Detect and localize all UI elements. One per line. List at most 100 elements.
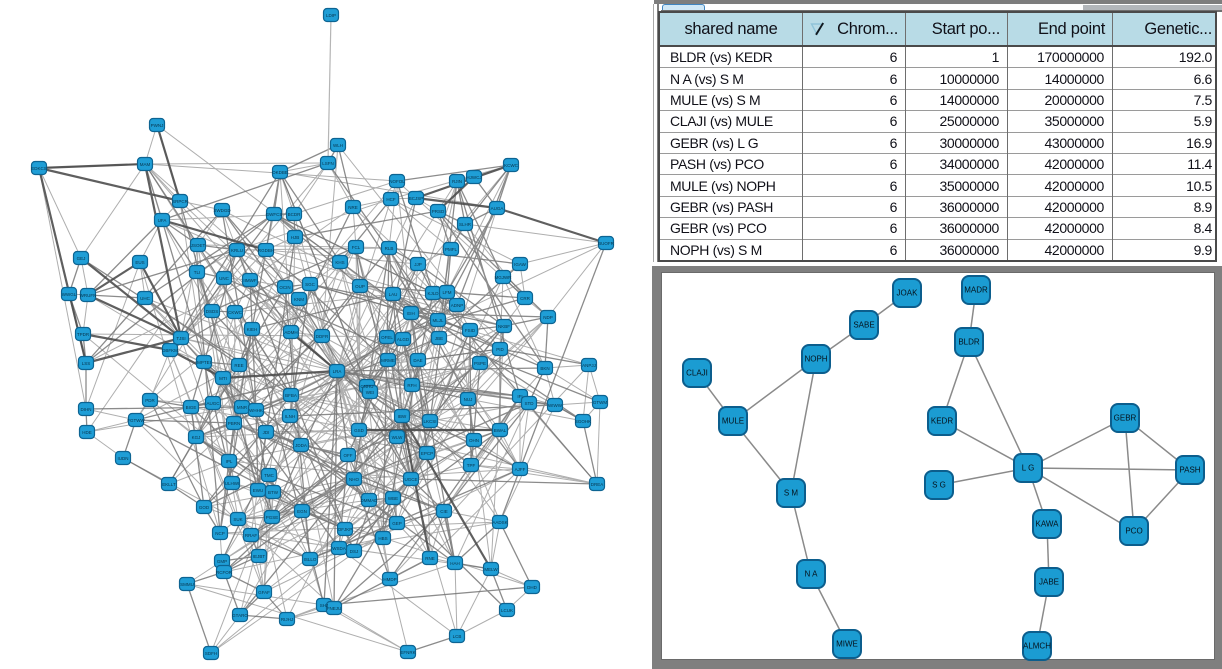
svg-text:OHN: OHN (469, 438, 479, 443)
svg-text:LCB: LCB (453, 634, 462, 639)
svg-text:OCIN: OCIN (279, 285, 290, 290)
svg-text:KJLD: KJLD (427, 291, 439, 296)
svg-text:PGSE: PGSE (266, 515, 279, 520)
svg-text:STD: STD (525, 401, 535, 406)
svg-text:HCF: HCF (386, 197, 395, 202)
svg-text:PCO: PCO (1125, 527, 1142, 536)
svg-text:IEJBT: IEJBT (253, 554, 266, 559)
svg-text:IBW: IBW (398, 414, 407, 419)
svg-text:IFI: IFI (517, 394, 522, 399)
svg-text:DSJ: DSJ (350, 549, 359, 554)
svg-text:CLAJI: CLAJI (686, 369, 708, 378)
svg-text:REE: REE (234, 363, 243, 368)
svg-text:GWFCS: GWFCS (266, 212, 283, 217)
svg-text:HDE: HDE (82, 430, 92, 435)
svg-text:JDDA: JDDA (295, 443, 307, 448)
svg-text:SGC: SGC (305, 282, 316, 287)
svg-text:LSFN: LSFN (322, 161, 334, 166)
svg-text:KAWA: KAWA (1036, 520, 1060, 529)
svg-text:SGOHK: SGOHK (575, 419, 591, 424)
svg-text:PBRN: PBRN (228, 421, 241, 426)
svg-text:MRME: MRME (381, 358, 395, 363)
svg-text:ANPJJ: ANPJJ (582, 363, 596, 368)
svg-text:JOAK: JOAK (897, 289, 919, 298)
svg-text:LCUK: LCUK (501, 608, 513, 613)
svg-text:ADMH: ADMH (284, 330, 297, 335)
svg-text:KCWC: KCWC (504, 163, 518, 168)
svg-text:MNR: MNR (237, 405, 248, 410)
svg-text:SUK: SUK (233, 517, 242, 522)
svg-text:NHO: NHO (349, 477, 359, 482)
svg-text:S M: S M (784, 489, 799, 498)
svg-text:BKN: BKN (540, 366, 549, 371)
svg-text:RLB: RLB (385, 246, 394, 251)
svg-text:SABE: SABE (853, 321, 874, 330)
svg-text:EKLLT: EKLLT (162, 482, 176, 487)
svg-text:LAU: LAU (389, 292, 398, 297)
svg-text:EGN: EGN (297, 509, 307, 514)
svg-text:TPDR: TPDR (77, 332, 90, 337)
svg-text:KRLU: KRLU (231, 248, 243, 253)
svg-text:WSDA: WSDA (332, 546, 346, 551)
svg-text:AJFF: AJFF (515, 467, 526, 472)
svg-text:OFEL: OFEL (381, 335, 393, 340)
svg-text:TJSI: TJSI (176, 336, 185, 341)
svg-text:DDFR: DDFR (316, 334, 329, 339)
svg-text:KHS: KHS (335, 260, 344, 265)
svg-text:HJWCJ: HJWCJ (466, 175, 481, 180)
svg-text:TLI: TLI (194, 270, 201, 275)
svg-text:WRUFN: WRUFN (80, 293, 97, 298)
svg-text:IIMWF: IIMWF (243, 278, 256, 283)
svg-text:RRAF: RRAF (245, 533, 258, 538)
svg-text:GMP: GMP (217, 559, 227, 564)
svg-text:CIE: CIE (440, 509, 448, 514)
svg-text:HAH: HAH (450, 561, 460, 566)
svg-text:ADNP: ADNP (451, 303, 464, 308)
svg-text:MADR: MADR (964, 286, 988, 295)
svg-text:BUOFR: BUOFR (598, 241, 615, 246)
svg-text:NUJ: NUJ (464, 397, 473, 402)
svg-text:IUDN: IUDN (118, 456, 129, 461)
svg-text:EDKCS: EDKCS (31, 166, 47, 171)
svg-text:EPCP: EPCP (421, 451, 433, 456)
svg-text:FGTWW: FGTWW (127, 418, 145, 423)
svg-text:DHD: DHD (527, 585, 537, 590)
svg-text:WEI: WEI (366, 390, 375, 395)
svg-text:TMC: TMC (264, 473, 274, 478)
svg-text:IGAW: IGAW (514, 262, 527, 267)
svg-text:BWAL: BWAL (494, 428, 507, 433)
svg-text:BFBA: BFBA (285, 393, 297, 398)
svg-text:ALGD: ALGD (397, 337, 410, 342)
svg-text:MELW: MELW (484, 567, 498, 572)
svg-text:UFA: UFA (158, 218, 167, 223)
svg-text:OUP: OUP (355, 284, 365, 289)
svg-text:PID: PID (496, 347, 504, 352)
svg-text:OFF: OFF (344, 453, 353, 458)
svg-text:WHHK: WHHK (249, 408, 263, 413)
svg-text:RJIN: RJIN (452, 179, 462, 184)
svg-text:TPF: TPF (467, 463, 476, 468)
svg-text:MAM: MAM (140, 162, 151, 167)
svg-text:NKBF: NKBF (498, 324, 510, 329)
svg-text:ISLLO: ISLLO (304, 557, 317, 562)
svg-text:BCDR: BCDR (288, 212, 302, 217)
svg-text:PASH: PASH (1179, 466, 1200, 475)
svg-text:MULE: MULE (722, 417, 744, 426)
svg-text:PMFL: PMFL (445, 247, 457, 252)
svg-text:SHJ: SHJ (320, 603, 329, 608)
svg-text:N A: N A (805, 570, 819, 579)
svg-text:GEP: GEP (392, 521, 402, 526)
svg-text:WIWW: WIWW (548, 403, 563, 408)
svg-text:WBE: WBE (388, 496, 398, 501)
svg-text:DBFKM: DBFKM (162, 348, 178, 353)
svg-text:MGJWR: MGJWR (495, 275, 513, 280)
svg-text:OFJKP: OFJKP (338, 527, 353, 532)
svg-text:WLW: WLW (392, 435, 403, 440)
svg-text:LFM: LFM (443, 290, 452, 295)
svg-text:HJB: HJB (291, 235, 300, 240)
svg-text:OKDBE: OKDBE (272, 170, 288, 175)
svg-text:MLJL: MLJL (432, 318, 444, 323)
svg-text:LDIP: LDIP (326, 13, 336, 18)
svg-text:GFAF: GFAF (258, 590, 270, 595)
svg-text:L G: L G (1022, 464, 1035, 473)
